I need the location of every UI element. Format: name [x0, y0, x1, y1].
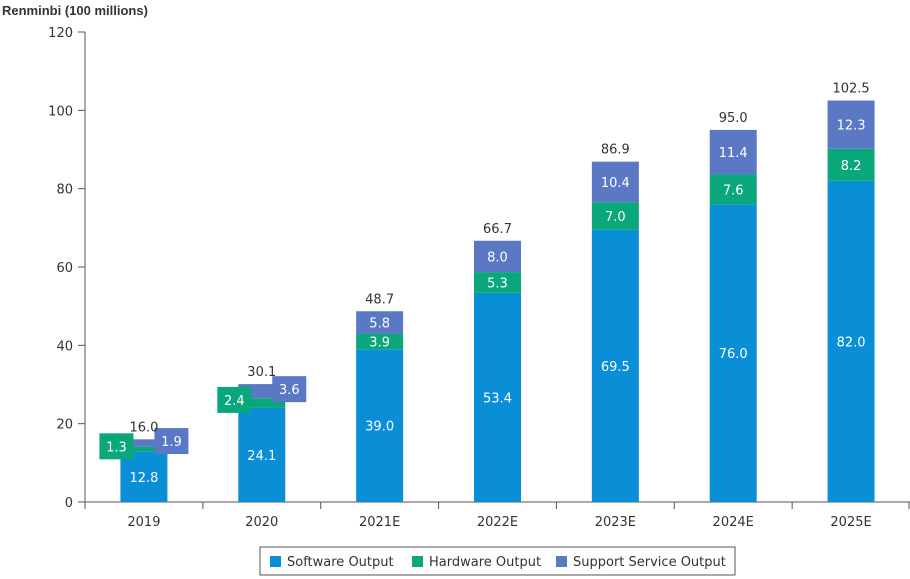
total-label: 16.0 — [129, 420, 158, 435]
callout-box — [217, 386, 252, 413]
total-label: 102.5 — [832, 82, 869, 97]
segment-label: 76.0 — [719, 347, 748, 362]
y-tick-label: 80 — [56, 183, 73, 198]
total-label: 95.0 — [719, 111, 748, 126]
y-axis-title: Renminbi (100 millions) — [2, 3, 148, 18]
segment-label: 1.3 — [106, 440, 127, 455]
x-tick-label: 2020 — [245, 515, 278, 530]
segment-label: 7.0 — [605, 210, 626, 225]
axes: 0 20 40 60 80 100 120 2019 2020 2021E 2022E 2023E 20… — [48, 26, 910, 530]
legend-label: Support Service Output — [573, 555, 726, 570]
legend-swatch — [270, 556, 281, 567]
total-label: 48.7 — [365, 292, 394, 307]
legend-label: Software Output — [287, 555, 394, 570]
segment-label: 24.1 — [247, 449, 276, 464]
bar-segment — [709, 204, 757, 503]
y-tick-label: 120 — [48, 26, 73, 41]
bar-segment — [827, 100, 875, 149]
callout-box — [154, 428, 189, 455]
bar-segment — [356, 333, 404, 350]
segment-label: 7.6 — [723, 183, 744, 198]
total-label: 66.7 — [483, 222, 512, 237]
x-tick-label: 2025E — [830, 515, 871, 530]
x-tick-label: 2024E — [713, 515, 754, 530]
bar-segment — [238, 407, 286, 502]
segment-label: 11.4 — [719, 146, 748, 161]
segment-label: 12.3 — [837, 119, 866, 134]
segment-label: 69.5 — [601, 360, 630, 375]
segment-label: 5.8 — [369, 317, 390, 332]
legend-label: Hardware Output — [429, 555, 541, 570]
segment-label: 10.4 — [601, 176, 630, 191]
bar-segment — [474, 240, 521, 273]
bar-segment — [474, 292, 521, 502]
y-tick-label: 0 — [65, 496, 73, 511]
total-label: 30.1 — [247, 365, 276, 380]
bar-segment — [356, 311, 404, 334]
x-tick-label: 2021E — [359, 515, 400, 530]
segment-label: 8.0 — [487, 250, 508, 265]
total-label: 86.9 — [601, 143, 630, 158]
bars — [120, 100, 875, 503]
bar-segment — [474, 272, 521, 293]
bar-segment — [709, 174, 757, 205]
legend-swatch — [412, 556, 423, 567]
bar-segment — [120, 451, 168, 502]
legend-swatch — [556, 556, 567, 567]
segment-label: 12.8 — [129, 471, 158, 486]
callout-box — [272, 376, 307, 403]
segment-label: 1.9 — [161, 435, 182, 450]
y-tick-label: 40 — [56, 339, 73, 354]
legend-box — [259, 546, 736, 576]
bar-segment — [356, 349, 404, 502]
segment-label: 3.9 — [369, 336, 390, 351]
bar-segment — [591, 161, 639, 203]
bar-segment — [591, 202, 639, 230]
callout-box — [99, 433, 134, 460]
bar-segment — [591, 229, 639, 502]
x-tick-label: 2019 — [127, 515, 160, 530]
bar-segment — [827, 148, 875, 181]
segment-label: 8.2 — [841, 159, 862, 174]
bar-segment — [238, 398, 286, 408]
x-tick-label: 2023E — [595, 515, 636, 530]
y-tick-label: 20 — [56, 418, 73, 433]
y-tick-label: 100 — [48, 104, 73, 119]
segment-label: 2.4 — [224, 394, 245, 409]
y-tick-label: 60 — [56, 261, 73, 276]
segment-label: 3.6 — [279, 383, 300, 398]
bar-segment — [827, 180, 875, 503]
segment-label: 53.4 — [483, 391, 512, 406]
legend: Software Output Hardware Output Support Se… — [259, 546, 736, 576]
data-labels: 12.8 1.3 1.916.0 24.1 2.4 3.630.1 39.0 3.9 5.8 48… — [99, 82, 870, 486]
x-tick-label: 2022E — [477, 515, 518, 530]
bar-segment — [709, 129, 757, 175]
segment-label: 39.0 — [365, 420, 394, 435]
segment-label: 82.0 — [837, 335, 866, 350]
bar-segment — [120, 446, 168, 452]
bar-segment — [120, 439, 168, 447]
segment-label: 5.3 — [487, 276, 508, 291]
